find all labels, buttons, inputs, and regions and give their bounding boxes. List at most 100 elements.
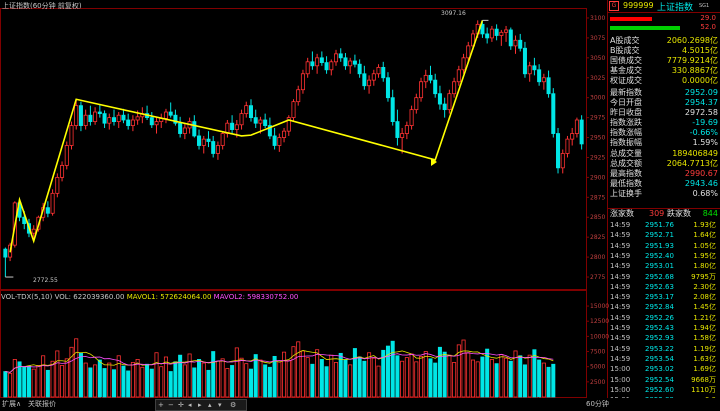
candle-body [324,62,329,71]
zoom-in-icon[interactable]: + [158,401,164,409]
candle-body [565,138,570,154]
down-count-label: 跌家数 [667,209,691,218]
quote-panel: G 999999 上证指数 SG1 29.0 52.0 A股成交 2060.269… [607,0,720,410]
tick-row: 14:59 2952.93 1.58亿 [607,333,720,343]
volume-bar [97,359,102,398]
tick-time: 14:59 [610,354,631,363]
volume-bar [404,357,409,398]
volume-bar [499,354,504,398]
volume-bar [513,350,518,398]
volume-bar [121,365,126,398]
candle-body [404,125,409,134]
tick-time: 14:59 [610,303,631,312]
quote-value: 2064.7713亿 [666,159,718,168]
candle-body [154,121,159,126]
price-tick-label: 2850 [590,214,605,221]
volume-bar [149,368,154,398]
candle-body [466,45,471,59]
tick-price: 2953.17 [645,293,674,302]
tick-row: 14:59 2953.22 1.19亿 [607,344,720,354]
candle-body [50,192,55,214]
quote-label: 总成交量 [610,149,642,158]
high-label: 3097.16 [441,10,466,17]
volume-bar [518,355,523,398]
volume-bar [522,364,527,398]
tick-volume: 2.30亿 [693,282,716,291]
quote-label: 权证成交 [610,76,642,85]
zoom-out-icon[interactable]: − [168,401,174,409]
quote-label: 基金成交 [610,66,642,75]
volume-bar [234,347,239,398]
expand-button[interactable]: 扩展∧ [2,400,22,408]
quote-value: 4.5015亿 [682,46,718,55]
volume-bar [371,357,376,398]
volume-bar [362,360,367,398]
candle-body [116,114,121,122]
volume-bar [277,361,282,398]
tick-price: 2952.60 [645,385,674,394]
volume-bar [348,364,353,398]
advance-bar-value: 29.0 [700,14,716,22]
tick-row: 14:59 2952.63 2.30亿 [607,282,720,292]
quote-row: 权证成交 0.0000亿 [607,76,720,86]
settings-icon[interactable]: ⚙ [230,401,237,409]
volume-bar [352,348,357,398]
quote-row: 昨日收盘 2972.58 [607,108,720,118]
candle-body [395,121,400,138]
tick-price: 2953.22 [645,344,674,353]
volume-bar [546,366,551,398]
candle-body [433,79,438,95]
tick-volume: 1.95亿 [693,251,716,260]
volume-bar [135,359,140,398]
volume-bar [541,362,546,398]
quote-value: -19.69 [692,118,718,127]
down-icon[interactable]: ▾ [218,401,222,409]
volume-bar [83,362,88,398]
quote-row: 指数振幅 1.59% [607,138,720,148]
tick-time: 14:59 [610,344,631,353]
volume-bar [504,357,509,398]
cross-icon[interactable]: ✛ [178,401,184,409]
bottom-toolbar: 扩展∧ 关联报价 + − ✛ ◂ ▸ ▴ ▾ ⚙ 60分钟 [0,398,720,411]
quote-row: 今日开盘 2954.37 [607,98,720,108]
volume-bar [494,363,499,398]
tick-volume: 9795万 [691,272,716,281]
candle-body [239,113,244,126]
tick-price: 2951.76 [645,221,674,229]
up-icon[interactable]: ▴ [208,401,212,409]
volume-bar [192,367,197,398]
volume-bar [22,366,27,398]
volume-bar [69,346,74,398]
volume-bar [470,359,476,398]
candle-body [192,121,197,137]
tick-row: 14:59 2951.76 1.93亿 [607,220,720,230]
volume-bar [36,365,41,398]
volume-bar [173,361,178,398]
right-icon[interactable]: ▸ [198,401,202,409]
decline-bar [610,26,680,30]
grid-icon[interactable]: G [609,1,619,11]
quote-label: 最高指数 [610,169,642,178]
tick-time: 14:59 [610,313,631,322]
period-button[interactable]: 60分钟 [586,400,609,408]
tick-time: 15:00 [610,365,631,374]
trend-line [9,20,484,253]
candle-body [504,29,509,33]
candle-body [381,66,386,79]
volume-bar [102,368,107,398]
quote-row: 最高指数 2990.67 [607,169,720,179]
volume-tick-label: 2500 [590,379,605,386]
candle-body [74,105,79,126]
candle-body [527,65,532,75]
left-icon[interactable]: ◂ [188,401,192,409]
related-quotes-button[interactable]: 关联报价 [28,400,56,408]
candle-body [560,153,565,169]
price-tick-label: 2975 [590,115,605,122]
candle-body [130,119,135,126]
volume-bar [338,352,343,398]
volume-bar [182,364,187,398]
quote-value: -0.66% [689,128,718,137]
candle-body [248,105,253,119]
candle-body [508,29,513,47]
